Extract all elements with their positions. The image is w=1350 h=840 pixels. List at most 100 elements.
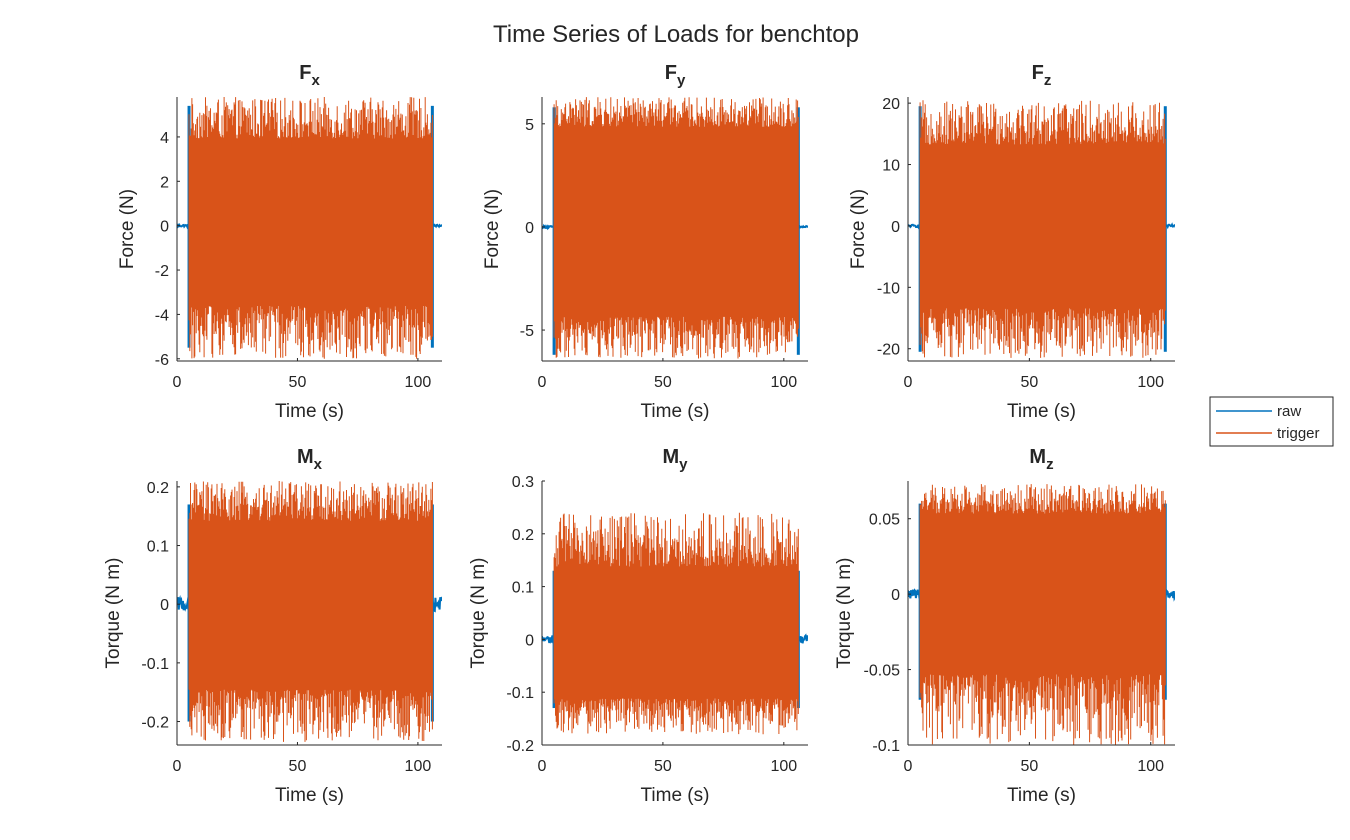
subplot-title: Fz [1032,62,1052,89]
y-tick-label: 0 [891,219,900,236]
subplot-title: Fx [299,62,320,89]
subplot-title-base: F [1032,62,1044,84]
raw-series-idle-start [908,588,922,599]
raw-series-idle-end [431,223,442,229]
x-tick-label: 50 [1020,374,1038,391]
subplot-mx: 0 50 100 -0.2 -0.1 0 0.1 0.2 Mx Time (s) Torque (N… [103,446,442,806]
subplot-fy: 0 50 100 -5 0 5 Fy Time (s) Force (N) [482,62,808,422]
y-tick-label: 20 [882,96,900,113]
subplot-title-base: F [665,62,677,84]
subplot-title-base: M [662,446,679,468]
subplot-title-base: M [297,446,314,468]
raw-series-idle-start [542,635,556,645]
trigger-series-oscillation [919,100,1166,358]
x-tick-label: 100 [770,758,797,775]
y-tick-label: 0.1 [147,539,169,556]
trigger-series-oscillation [553,512,799,735]
subplot-mz: 0 50 100 -0.1 -0.05 0 0.05 Mz Time (s) Torque (N … [834,446,1175,806]
y-axis-label: Force (N) [848,189,869,269]
subplot-title-subscript: y [679,456,688,473]
y-tick-label: 4 [160,130,169,147]
subplot-title-subscript: x [314,456,323,473]
raw-series-idle-end [797,633,808,644]
figure-title: Time Series of Loads for benchtop [493,21,859,48]
y-tick-label: -0.05 [864,663,901,680]
y-tick-label: 10 [882,158,900,175]
subplot-title-subscript: y [677,72,686,89]
x-tick-label: 100 [405,758,432,775]
y-tick-label: -6 [155,352,169,369]
y-tick-label: -0.1 [141,656,169,673]
x-tick-label: 0 [904,758,913,775]
x-tick-label: 100 [1137,758,1164,775]
y-tick-label: 0.05 [869,512,900,529]
y-tick-label: -0.2 [506,738,534,755]
trigger-series-oscillation [553,97,799,359]
subplot-fz: 0 50 100 -20 -10 0 10 20 Fz Time (s) Force (N) [848,62,1175,422]
x-axis-label: Time (s) [1007,785,1076,806]
subplot-title-subscript: z [1044,72,1052,89]
x-tick-label: 50 [289,374,307,391]
y-tick-label: 0 [525,632,534,649]
y-tick-label: -2 [155,263,169,280]
x-axis-label: Time (s) [1007,401,1076,422]
x-tick-label: 100 [405,374,432,391]
y-tick-label: 0 [160,597,169,614]
trigger-series-oscillation [188,481,433,742]
plot-area [177,97,442,359]
y-tick-label: 2 [160,174,169,191]
x-tick-label: 50 [654,374,672,391]
y-tick-label: -0.1 [506,685,534,702]
y-axis-label: Torque (N m) [834,558,855,669]
plot-area [177,481,442,742]
y-tick-label: -4 [155,307,169,324]
plot-area [542,512,808,735]
x-tick-label: 0 [538,374,547,391]
y-tick-label: -0.1 [872,738,900,755]
y-axis-label: Torque (N m) [103,558,124,669]
plot-area [908,100,1175,358]
y-tick-label: 0.2 [512,527,534,544]
y-tick-label: -5 [520,323,534,340]
x-axis-label: Time (s) [275,785,344,806]
y-tick-label: 0 [160,219,169,236]
x-tick-label: 0 [173,374,182,391]
y-tick-label: 0.3 [512,474,534,491]
raw-series-idle-end [1164,589,1175,602]
trigger-series-oscillation [188,97,433,359]
subplot-title: Mx [297,446,323,473]
subplot-title: Mz [1029,446,1053,473]
x-tick-label: 100 [1137,374,1164,391]
x-tick-label: 0 [904,374,913,391]
subplot-title-base: F [299,62,311,84]
plot-area [542,97,808,359]
x-tick-label: 50 [1020,758,1038,775]
trigger-series-oscillation [919,484,1166,745]
subplot-fx: 0 50 100 -6 -4 -2 0 2 4 Fx Time (s) Force (N) [117,62,442,422]
y-axis-label: Torque (N m) [468,558,489,669]
y-tick-label: 0 [891,587,900,604]
subplot-title-base: M [1029,446,1046,468]
plot-area [908,484,1175,745]
raw-series-idle-end [797,224,808,229]
y-tick-label: 5 [525,117,534,134]
raw-series-idle-end [1164,222,1175,230]
raw-series-idle-start [542,223,555,231]
y-tick-label: -10 [877,280,900,297]
legend: raw trigger [1209,396,1334,447]
y-tick-label: 0 [525,220,534,237]
y-tick-label: 0.1 [512,580,534,597]
y-tick-label: 0.2 [147,480,169,497]
x-tick-label: 0 [538,758,547,775]
x-axis-label: Time (s) [641,401,710,422]
x-axis-label: Time (s) [641,785,710,806]
subplot-title: Fy [665,62,686,89]
subplot-title-subscript: z [1046,456,1054,473]
y-tick-label: -0.2 [141,715,169,732]
y-axis-label: Force (N) [482,189,503,269]
x-tick-label: 100 [770,374,797,391]
legend-label-raw: raw [1277,403,1301,420]
y-axis-label: Force (N) [117,189,138,269]
x-tick-label: 50 [654,758,672,775]
